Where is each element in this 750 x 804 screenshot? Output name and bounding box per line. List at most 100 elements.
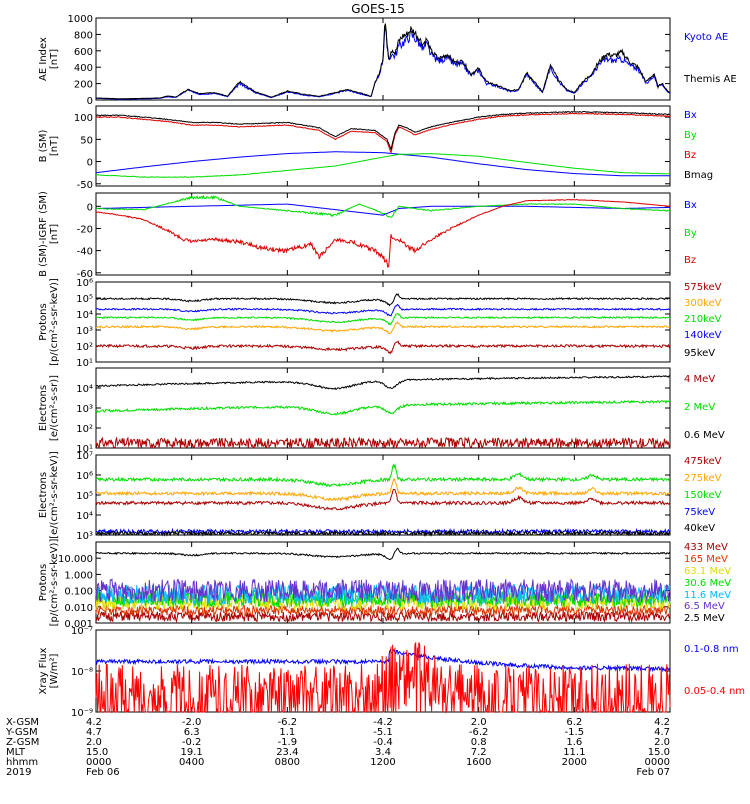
x-axis-row-value: 15.0 — [648, 747, 670, 758]
x-axis-row-label: Z-GSM — [6, 737, 39, 748]
series-line-2-mev — [95, 399, 671, 416]
series-line-575kev — [96, 340, 671, 355]
legend-entry: 165 MeV — [684, 554, 728, 565]
legend-entry: 150keV — [684, 490, 722, 501]
y-axis-label: [e/(cm²-s-sr)] — [49, 375, 60, 441]
y-axis-label: [p/(cm²-s-sr-keV)] — [49, 539, 60, 627]
series-line-bx — [95, 151, 670, 177]
panel-protons_mev: 0.001 0.010 0.100 1.000 10.000 Protons [p/(cm²… — [38, 539, 731, 630]
y-tick-label: 10⁴ — [76, 310, 93, 321]
series-line-0-05-0-4-nm — [95, 642, 671, 714]
panel-electrons_kev: 10³ 10⁴ 10⁵ 10⁶ 10⁷ Electrons [e/(cm²-s-sr-keV… — [38, 451, 722, 542]
x-axis-row-value: 2.0 — [86, 737, 102, 748]
panel-bsm: -50 0 50 100 B (SM) [nT] Bx By Bz Bmag — [38, 105, 713, 191]
series-line-165-mev — [95, 603, 671, 617]
y-axis-label: B (SM)-IGRF (SM) — [38, 191, 49, 277]
series-line-kyoto-ae — [95, 26, 671, 100]
series-line-475kev — [95, 489, 671, 511]
x-axis-row-label: Y-GSM — [5, 727, 38, 738]
x-axis-row-value: 6.3 — [184, 727, 200, 738]
series-line-0-1-0-8-nm — [95, 648, 671, 673]
y-tick-label: 10⁻⁸ — [71, 667, 93, 678]
x-axis-row-value: 0800 — [275, 757, 300, 768]
y-tick-label: 10⁴ — [76, 384, 93, 395]
y-axis-label: Xray Flux — [38, 647, 49, 694]
panel-ae: 0 200 400 600 800 1000 AE Index [nT] Kyoto AE The… — [38, 14, 737, 107]
legend-entry: 75keV — [684, 507, 715, 518]
y-tick-label: 10⁶ — [76, 278, 93, 289]
x-axis-row-value: 2000 — [562, 757, 587, 768]
series-line-275kev — [95, 478, 671, 502]
y-tick-label: -50 — [77, 180, 93, 191]
x-axis-row-value: 1.6 — [566, 737, 582, 748]
y-tick-label: 800 — [74, 30, 93, 41]
x-axis-row-value: 1600 — [466, 757, 491, 768]
series-line-by — [95, 152, 671, 178]
series-line-by — [95, 194, 671, 218]
y-axis-label: [nT] — [49, 136, 60, 156]
x-axis-row-value: 4.7 — [86, 727, 102, 738]
x-axis-row-label: hhmm — [6, 757, 38, 768]
y-tick-label: 10¹ — [76, 444, 93, 455]
series-line-bz — [95, 198, 671, 268]
x-axis-row-value: 0.8 — [471, 737, 487, 748]
legend-entry: 575keV — [684, 282, 722, 293]
y-tick-label: 10⁻⁹ — [71, 708, 93, 719]
y-tick-label: 1000 — [68, 14, 93, 25]
series-line-bz — [95, 112, 671, 155]
series-line-themis-ae — [95, 23, 671, 100]
legend-entry: 210keV — [684, 314, 722, 325]
legend-entry: 40keV — [684, 523, 715, 534]
x-axis-row-value: 4.2 — [654, 717, 670, 728]
legend-entry: Bz — [684, 255, 696, 266]
y-tick-label: 600 — [74, 47, 93, 58]
x-axis-row-value: Feb 07 — [636, 767, 670, 778]
x-axis-row-value: -0.2 — [182, 737, 202, 748]
y-tick-label: 10² — [76, 424, 93, 435]
series-line-433-mev — [95, 610, 671, 624]
panel-bsmigrf: -60 -40 -20 0 B (SM)-IGRF (SM) [nT] Bx By Bz — [38, 191, 697, 280]
y-axis-label: Electrons — [38, 385, 49, 431]
y-tick-label: -20 — [77, 224, 93, 235]
legend-entry: 140keV — [684, 330, 722, 341]
legend-entry: 11.6 MeV — [684, 590, 731, 601]
x-axis-row-value: 4.2 — [86, 717, 102, 728]
legend-entry: By — [684, 130, 697, 141]
series-line-6-5-mev — [95, 578, 671, 604]
series-line-0-6-mev — [95, 375, 671, 391]
y-axis-label: [nT] — [49, 49, 60, 69]
panel-electrons_mev: 10¹ 10² 10³ 10⁴ Electrons [e/(cm²-s-sr)] 4 MeV… — [38, 367, 725, 455]
series-line-4-mev — [95, 436, 671, 450]
legend-entry: 2.5 MeV — [684, 613, 725, 624]
y-tick-label: 10⁵ — [76, 294, 93, 305]
series-line-210kev — [95, 313, 671, 326]
chart-title: GOES-15 — [351, 2, 405, 16]
series-line-150kev — [95, 463, 671, 488]
panel-xray: 10⁻⁹ 10⁻⁸ 10⁻⁷ Xray Flux [W/m²] 0.1-0.8 nm 0.0… — [38, 626, 745, 719]
legend-entry: 95keV — [684, 348, 715, 359]
x-axis-row-label: 2019 — [6, 767, 31, 778]
panel-frame — [95, 281, 671, 363]
legend-entry: 6.5 MeV — [684, 601, 725, 612]
y-tick-label: 10³ — [76, 404, 93, 415]
x-axis-row-value: -4.2 — [373, 717, 393, 728]
y-tick-label: -40 — [77, 247, 93, 258]
series-line-40kev — [95, 529, 671, 537]
y-tick-label: 400 — [74, 63, 93, 74]
y-tick-label: 50 — [80, 135, 93, 146]
legend-entry: 63.1 MeV — [684, 566, 731, 577]
x-axis-row-value: -6.2 — [278, 717, 298, 728]
y-tick-label: 10³ — [76, 531, 93, 542]
y-tick-label: 10⁻⁷ — [71, 626, 93, 637]
x-axis-row-value: 15.0 — [86, 747, 108, 758]
x-axis-row-label: X-GSM — [6, 717, 39, 728]
series-line-95kev — [95, 293, 671, 307]
y-axis-label: AE Index — [38, 37, 49, 81]
legend-entry: 0.6 MeV — [684, 430, 725, 441]
y-tick-label: 10⁷ — [76, 451, 93, 462]
x-axis-row-value: 2.0 — [471, 717, 487, 728]
legend-entry: 4 MeV — [684, 374, 715, 385]
legend-entry: By — [684, 228, 697, 239]
